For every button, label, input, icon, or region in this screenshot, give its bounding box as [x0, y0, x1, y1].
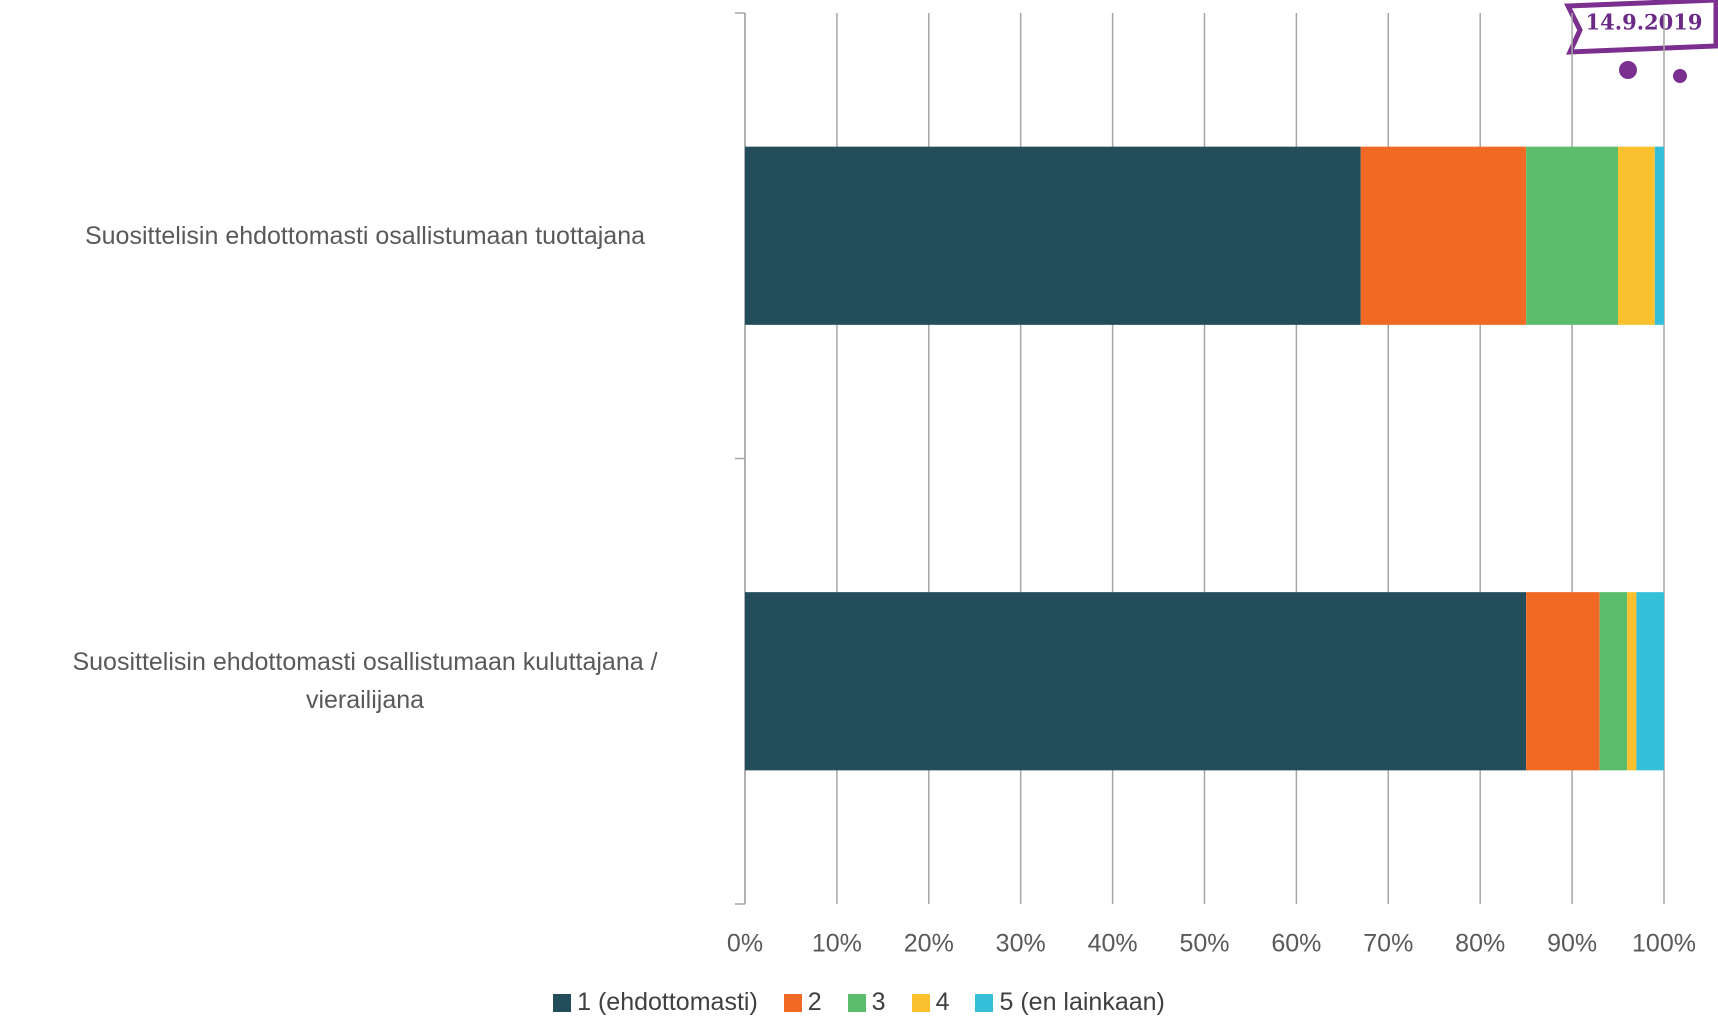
bar-segment: [745, 592, 1527, 771]
legend-label: 1 (ehdottomasti): [577, 988, 758, 1016]
bar-segment: [1618, 146, 1655, 325]
legend-entry: 1 (ehdottomasti): [553, 988, 758, 1017]
legend-swatch: [847, 993, 866, 1012]
bar-segment: [1360, 146, 1527, 325]
bar-segment: [745, 146, 1361, 325]
legend-label: 5 (en lainkaan): [999, 988, 1165, 1016]
x-tick-label: 10%: [812, 930, 862, 958]
badge-text: 14.9.2019: [1586, 10, 1703, 35]
x-tick-label: 50%: [1179, 930, 1229, 958]
category-label: Suosittelisin ehdottomasti osallistumaan…: [84, 221, 646, 250]
legend-label: 3: [871, 988, 886, 1016]
legend: 1 (ehdottomasti) 2 3 4 5 (en lainkaan): [0, 988, 1718, 1017]
legend-entry: 5 (en lainkaan): [975, 988, 1165, 1017]
legend-swatch: [911, 993, 930, 1012]
bar-segment: [1636, 592, 1664, 771]
legend-entry: 2: [783, 988, 822, 1017]
bar-segment: [1526, 592, 1600, 771]
x-tick-label: 20%: [904, 930, 954, 958]
category-label: Suosittelisin ehdottomasti osallistumaan…: [72, 648, 658, 715]
legend-swatch: [975, 993, 994, 1012]
x-tick-label: 100%: [1632, 930, 1696, 958]
x-tick-label: 80%: [1455, 930, 1505, 958]
badge: 14.9.2019: [1564, 0, 1718, 83]
x-tick-label: 0%: [727, 930, 763, 958]
bar-segment: [1627, 592, 1637, 771]
bar-segment: [1526, 146, 1619, 325]
bar-segment: [1599, 592, 1628, 771]
x-tick-label: 60%: [1271, 930, 1321, 958]
legend-label: 2: [807, 988, 822, 1016]
x-tick-label: 30%: [996, 930, 1046, 958]
legend-swatch: [783, 993, 802, 1012]
legend-label: 4: [935, 988, 950, 1016]
legend-entry: 3: [847, 988, 886, 1017]
x-tick-label: 70%: [1363, 930, 1413, 958]
x-tick-label: 40%: [1088, 930, 1138, 958]
x-tick-label: 90%: [1547, 930, 1597, 958]
legend-entry: 4: [911, 988, 950, 1017]
bar-segment: [1654, 146, 1664, 325]
legend-swatch: [553, 993, 572, 1012]
